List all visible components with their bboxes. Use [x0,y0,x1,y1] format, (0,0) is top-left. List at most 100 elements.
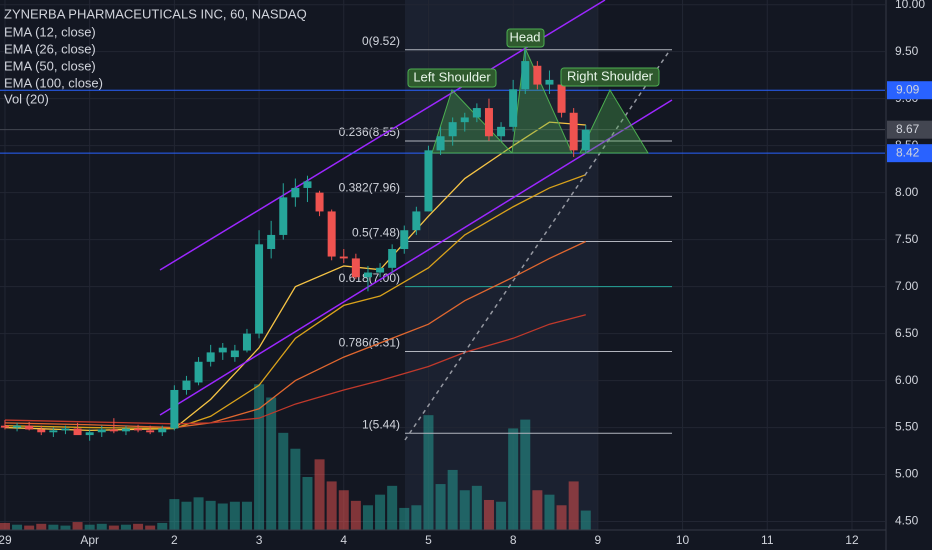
y-tick-label: 6.50 [895,326,919,340]
x-tick-label: 9 [595,533,602,547]
volume-bar [169,499,180,530]
annotation: Left Shoulder [413,69,491,84]
candle-body [327,211,336,257]
candle-body [85,432,94,436]
candle-body [484,108,493,137]
x-tick-label: 10 [676,533,690,547]
volume-bar [423,415,434,530]
volume-bar [580,510,591,530]
legend-entry: EMA (12, close) [4,24,96,39]
candle-body [291,187,300,198]
x-tick-label: 4 [340,533,347,547]
price-label: 9.09 [896,82,920,96]
volume-bar [508,428,519,530]
y-tick-label: 7.50 [895,232,919,246]
price-label-box [887,144,932,163]
candle-body [424,150,433,212]
volume-bar [217,503,228,530]
volume-bar [302,477,313,530]
candle-body [376,267,385,273]
candle-body [109,429,118,432]
volume-bar [314,459,325,530]
fib-label: 0.382(7.96) [339,181,400,195]
volume-bar [568,481,579,530]
candle-body [146,430,155,433]
x-tick-label: 3 [256,533,263,547]
volume-bar [471,485,482,530]
volume-bar [435,484,446,530]
volume-bar [447,469,458,530]
volume-bar [157,522,168,530]
volume-bar [544,494,555,530]
volume-bar [326,481,337,530]
annotation-box [506,28,545,48]
candle-body [13,425,22,428]
volume-bar [399,507,410,530]
annotations: Left Shoulder Head Right Shoulder [407,28,660,88]
candle-body [400,230,409,250]
volume-bar [411,505,422,530]
candle-body [182,380,191,390]
candle-body [521,61,530,90]
fibonacci: 0(9.52) 0.236(8.55) 0.382(7.96) 0.5(7.48) 0.… [339,34,672,434]
candle-body [388,249,397,268]
volume-bar [181,501,192,530]
volume-bar [338,490,349,530]
candle-body [569,112,578,151]
candle-body [134,428,143,431]
candle-body [303,181,312,188]
legend: ZYNERBA PHARMACEUTICALS INC, 60, NASDAQ … [4,6,307,106]
candle-body [557,84,566,113]
x-tick-label: 5 [425,533,432,547]
volume-bar [96,523,107,530]
candle-body [121,428,130,432]
volume-bar [278,432,289,530]
volume-bar [520,419,531,530]
candle-body [315,192,324,212]
legend-entry: EMA (100, close) [4,75,103,90]
candle-body [73,428,82,436]
x-tick-label: 11 [761,533,774,547]
candle-body [255,244,264,334]
left-shoulder-shape [431,89,514,154]
legend-entry: Vol (20) [4,91,49,106]
fib-label: 1(5.44) [362,417,400,431]
volume-bar [496,501,507,530]
candle-body [436,136,445,151]
candle-body [230,350,239,358]
volume [0,384,591,530]
candle-body [97,429,106,433]
volume-bar [60,525,71,530]
candle-body [460,117,469,123]
annotation-box [407,68,497,88]
candle-body [509,89,518,127]
candle-body [194,361,203,383]
candle-body [242,333,251,351]
x-tick-label: Apr [80,533,99,547]
legend-entry: EMA (26, close) [4,41,96,56]
price-label: 8.67 [896,122,920,136]
candle-body [25,425,34,430]
candle-body [206,352,215,362]
volume-bar [266,397,277,530]
volume-bar [241,501,252,530]
candle-body [581,129,590,151]
candle-body [339,256,348,259]
fib-label: 0(9.52) [362,34,400,48]
fib-label: 0.786(6.31) [339,336,400,350]
candle-body [267,234,276,250]
annotation: Head [509,29,540,44]
candle-body [448,122,457,137]
x-tick-label: 8 [510,533,517,547]
y-tick-label: 4.50 [895,514,919,528]
fib-label: 0.236(8.55) [339,125,400,139]
volume-bar [133,523,144,530]
volume-bar [108,525,119,530]
candles [0,49,590,441]
y-tick-label: 10.00 [895,0,925,11]
y-tick-label: 9.50 [895,44,919,58]
candle-body [0,425,9,428]
candle-body [61,428,70,431]
volume-bar [362,505,373,530]
